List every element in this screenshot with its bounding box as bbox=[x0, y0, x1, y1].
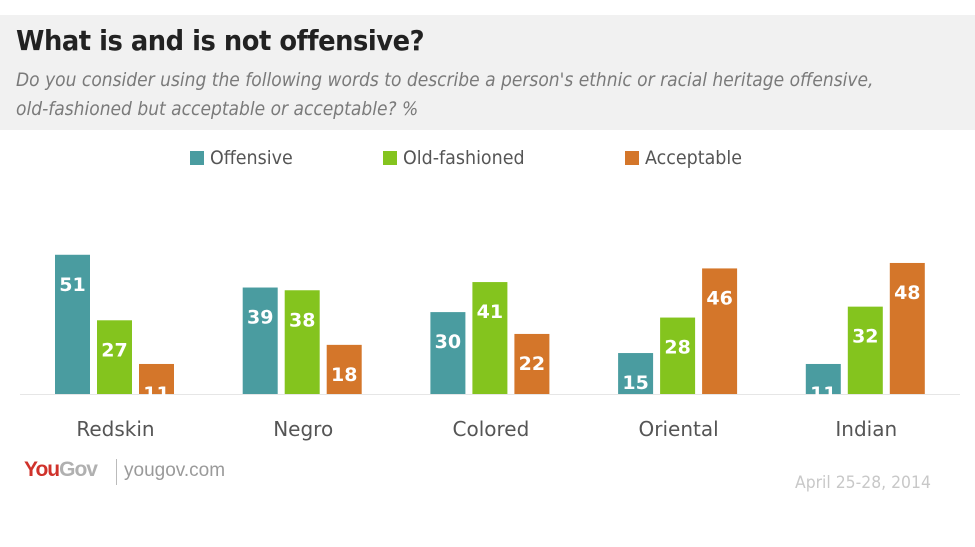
yougov-logo: YouGov bbox=[24, 458, 98, 482]
bar-negro-acceptable bbox=[326, 344, 362, 394]
bar-colored-old-fashioned bbox=[472, 282, 508, 394]
category-label-negro: Negro bbox=[273, 417, 333, 441]
bar-colored-offensive bbox=[430, 312, 466, 394]
data-label-indian-acceptable: 48 bbox=[894, 282, 920, 304]
site-link[interactable]: yougov.com bbox=[124, 460, 226, 481]
bar-indian-offensive bbox=[805, 363, 841, 394]
logo-you: You bbox=[24, 458, 60, 481]
data-label-indian-offensive: 11 bbox=[810, 383, 836, 405]
data-label-redskin-old-fashioned: 27 bbox=[101, 339, 127, 361]
bar-redskin-old-fashioned bbox=[97, 320, 132, 394]
logo-divider bbox=[116, 459, 117, 485]
data-label-oriental-offensive: 15 bbox=[622, 372, 648, 394]
bar-indian-old-fashioned bbox=[847, 306, 883, 394]
chart-subtitle: Do you consider using the following word… bbox=[16, 69, 874, 120]
legend-label-acceptable: Acceptable bbox=[645, 147, 743, 169]
logo-gov: Gov bbox=[59, 458, 98, 481]
category-label-colored: Colored bbox=[453, 417, 530, 441]
legend-label-offensive: Offensive bbox=[210, 147, 293, 169]
bar-colored-acceptable bbox=[514, 333, 550, 394]
data-label-negro-acceptable: 18 bbox=[331, 364, 357, 386]
data-label-negro-old-fashioned: 38 bbox=[289, 309, 315, 331]
data-label-colored-acceptable: 22 bbox=[519, 353, 545, 375]
header-panel bbox=[0, 15, 975, 130]
data-label-colored-offensive: 30 bbox=[435, 331, 461, 353]
legend-item-offensive: Offensive bbox=[190, 147, 300, 169]
bar-indian-acceptable bbox=[889, 262, 925, 394]
data-label-oriental-acceptable: 46 bbox=[706, 287, 732, 309]
legend-item-acceptable: Acceptable bbox=[625, 147, 750, 169]
bar-negro-offensive bbox=[242, 287, 278, 394]
category-label-indian: Indian bbox=[835, 417, 897, 441]
category-label-oriental: Oriental bbox=[639, 417, 719, 441]
chart-title: What is and is not offensive? bbox=[16, 24, 425, 57]
survey-date: April 25-28, 2014 bbox=[795, 473, 931, 493]
bar-redskin-acceptable bbox=[139, 363, 174, 394]
data-label-redskin-offensive: 51 bbox=[59, 274, 85, 296]
data-label-colored-old-fashioned: 41 bbox=[477, 301, 503, 323]
bar-redskin-offensive bbox=[55, 254, 90, 394]
data-label-redskin-acceptable: 11 bbox=[143, 383, 169, 405]
bar-oriental-acceptable bbox=[702, 268, 738, 394]
legend-item-old-fashioned: Old-fashioned bbox=[383, 147, 535, 169]
bar-oriental-offensive bbox=[618, 353, 654, 394]
data-label-indian-old-fashioned: 32 bbox=[852, 326, 878, 348]
legend-swatch-offensive bbox=[190, 151, 204, 165]
bar-oriental-old-fashioned bbox=[660, 317, 696, 394]
legend-swatch-old-fashioned bbox=[383, 151, 397, 165]
data-label-oriental-old-fashioned: 28 bbox=[664, 337, 690, 359]
legend-label-old-fashioned: Old-fashioned bbox=[403, 147, 525, 169]
bar-negro-old-fashioned bbox=[284, 290, 320, 394]
legend-swatch-acceptable bbox=[625, 151, 639, 165]
data-label-negro-offensive: 39 bbox=[247, 307, 273, 329]
category-label-redskin: Redskin bbox=[76, 417, 154, 441]
